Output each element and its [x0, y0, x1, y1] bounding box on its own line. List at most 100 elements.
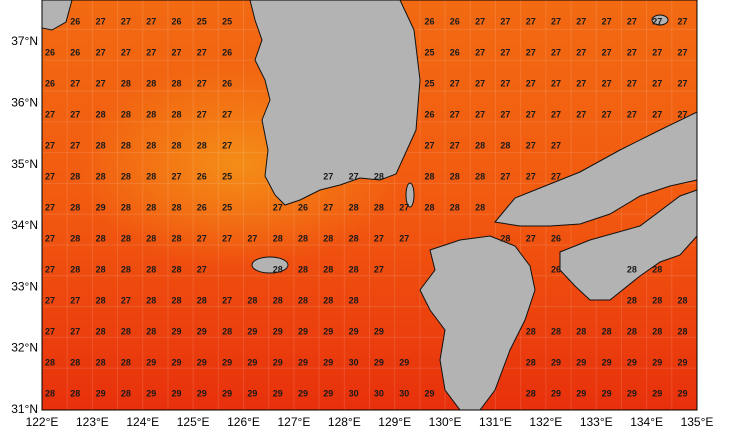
sst-value: 27 — [247, 233, 257, 243]
sst-value: 27 — [45, 295, 55, 305]
sst-value: 28 — [70, 171, 80, 181]
sst-value: 27 — [652, 109, 662, 119]
sst-value: 28 — [96, 357, 106, 367]
sst-value: 28 — [146, 295, 156, 305]
sst-value: 27 — [576, 47, 586, 57]
sst-value: 28 — [652, 295, 662, 305]
sst-value: 27 — [222, 140, 232, 150]
sst-value: 27 — [576, 109, 586, 119]
sst-value: 27 — [602, 78, 612, 88]
sst-value: 28 — [197, 140, 207, 150]
sst-value: 26 — [222, 78, 232, 88]
sst-value: 29 — [652, 388, 662, 398]
sst-value: 27 — [323, 171, 333, 181]
lon-label: 130°E — [429, 415, 462, 429]
sst-value: 28 — [222, 326, 232, 336]
lat-label: 37°N — [11, 34, 38, 48]
sst-value: 27 — [627, 47, 637, 57]
sst-value: 29 — [602, 357, 612, 367]
sst-value: 29 — [399, 357, 409, 367]
sst-value: 27 — [70, 295, 80, 305]
sst-value: 28 — [96, 140, 106, 150]
sst-value: 27 — [500, 78, 510, 88]
sst-value: 29 — [374, 357, 384, 367]
sst-value: 28 — [475, 171, 485, 181]
sst-value: 26 — [424, 16, 434, 26]
sst-value: 28 — [121, 264, 131, 274]
sst-value: 28 — [146, 326, 156, 336]
sst-value: 29 — [273, 326, 283, 336]
sst-value: 29 — [96, 202, 106, 212]
land — [41, 0, 698, 411]
sst-value: 28 — [45, 388, 55, 398]
sst-value: 27 — [171, 171, 181, 181]
sst-value: 27 — [450, 140, 460, 150]
frame — [41, 0, 698, 411]
sst-value: 29 — [298, 357, 308, 367]
sst-value: 29 — [247, 357, 257, 367]
sst-value: 27 — [424, 140, 434, 150]
sst-value: 28 — [197, 295, 207, 305]
sst-value: 28 — [247, 295, 257, 305]
sst-value: 26 — [222, 47, 232, 57]
sst-value: 25 — [222, 171, 232, 181]
sst-value: 27 — [197, 233, 207, 243]
lat-label: 36°N — [11, 95, 38, 109]
sst-value: 27 — [121, 295, 131, 305]
sst-value: 30 — [374, 388, 384, 398]
sst-value: 28 — [576, 326, 586, 336]
sst-value: 28 — [121, 171, 131, 181]
sst-value: 27 — [652, 78, 662, 88]
sst-value: 27 — [121, 47, 131, 57]
sst-value: 27 — [576, 16, 586, 26]
sst-value: 26 — [450, 47, 460, 57]
sst-value: 28 — [298, 264, 308, 274]
sst-value: 27 — [222, 109, 232, 119]
sst-value: 28 — [70, 233, 80, 243]
sst-value: 27 — [45, 202, 55, 212]
sst-value: 26 — [197, 171, 207, 181]
sst-value: 29 — [197, 357, 207, 367]
sst-value: 29 — [576, 388, 586, 398]
sst-value: 28 — [424, 202, 434, 212]
sst-value: 27 — [652, 16, 662, 26]
sst-value: 28 — [70, 388, 80, 398]
sst-value: 28 — [374, 202, 384, 212]
island — [651, 14, 669, 26]
sst-value: 28 — [121, 357, 131, 367]
sst-value: 27 — [96, 47, 106, 57]
sst-value: 28 — [273, 233, 283, 243]
sst-value: 29 — [424, 388, 434, 398]
sst-value: 27 — [273, 202, 283, 212]
sst-value: 28 — [323, 233, 333, 243]
sst-value: 27 — [551, 16, 561, 26]
sst-value: 27 — [70, 109, 80, 119]
sst-value: 29 — [551, 357, 561, 367]
sst-value: 27 — [197, 109, 207, 119]
sst-value: 27 — [70, 326, 80, 336]
sst-value: 28 — [171, 295, 181, 305]
sst-value: 28 — [450, 171, 460, 181]
sst-value: 28 — [96, 295, 106, 305]
sst-value: 26 — [45, 47, 55, 57]
sst-value: 27 — [602, 47, 612, 57]
sst-value: 28 — [602, 326, 612, 336]
sst-value: 27 — [526, 171, 536, 181]
sst-value: 28 — [349, 202, 359, 212]
sst-value: 27 — [526, 140, 536, 150]
sst-value: 27 — [45, 109, 55, 119]
sst-value: 28 — [146, 233, 156, 243]
lat-label: 34°N — [11, 218, 38, 232]
sst-value: 29 — [197, 388, 207, 398]
sst-value: 29 — [627, 388, 637, 398]
sst-value: 25 — [222, 16, 232, 26]
sst-value: 26 — [424, 109, 434, 119]
sst-value: 27 — [551, 140, 561, 150]
sst-value: 27 — [677, 109, 687, 119]
sst-value: 27 — [197, 47, 207, 57]
sst-value: 28 — [121, 388, 131, 398]
sst-value: 28 — [450, 202, 460, 212]
sst-value: 27 — [197, 264, 207, 274]
sst-value: 28 — [323, 295, 333, 305]
sst-value: 27 — [399, 233, 409, 243]
